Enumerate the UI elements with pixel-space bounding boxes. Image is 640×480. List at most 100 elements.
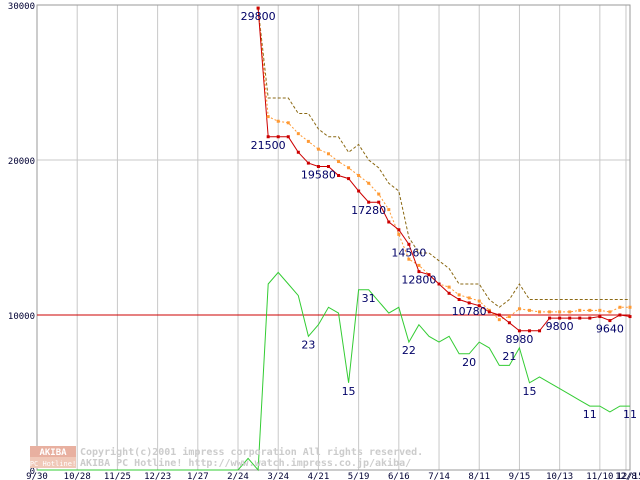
point-price_low (497, 313, 501, 317)
point-price_avg (457, 293, 461, 297)
x-tick-label: 10/13 (546, 472, 573, 480)
data-label: 11 (623, 408, 637, 421)
x-tick-label: 8/11 (468, 472, 490, 480)
point-price_low (618, 313, 622, 317)
data-label: 12800 (401, 274, 436, 287)
point-price_low (256, 6, 260, 10)
point-price_low (337, 174, 341, 177)
point-price_avg (487, 308, 491, 312)
point-price_low (326, 165, 330, 169)
point-price_avg (266, 115, 270, 119)
data-label: 17280 (351, 204, 386, 217)
point-price_low (347, 177, 351, 181)
data-label: 31 (362, 292, 376, 305)
point-price_avg (588, 308, 592, 312)
point-price_avg (608, 310, 612, 314)
site-text: AKIBA PC Hotline! http://www.watch.impre… (80, 457, 411, 469)
point-price_low (357, 189, 361, 193)
data-label: 21500 (251, 139, 286, 152)
point-price_low (457, 298, 461, 301)
point-price_low (417, 270, 421, 274)
point-price_avg (417, 263, 421, 267)
point-price_avg (286, 121, 290, 125)
grid (36, 4, 631, 471)
point-price_low (628, 315, 632, 319)
point-price_avg (507, 315, 511, 319)
y-tick-label: 30000 (8, 2, 35, 12)
logo-bottom-text: PC Hotline! (30, 460, 76, 468)
copyright-text: Copyright(c)2001 impress corporation All… (80, 446, 423, 458)
point-price_avg (326, 152, 330, 156)
point-price_low (306, 161, 310, 165)
point-price_low (538, 329, 542, 333)
logo-top-text: AKIBA (39, 448, 67, 458)
point-price_low (367, 200, 371, 204)
x-tick-label: 12/15 (616, 472, 640, 480)
point-price_avg (527, 308, 531, 312)
point-price_avg (367, 181, 371, 185)
point-price_low (397, 228, 401, 232)
point-price_avg (276, 119, 280, 123)
point-price_low (598, 315, 602, 319)
point-price_low (427, 273, 431, 277)
data-label: 15 (342, 385, 356, 398)
point-price_low (568, 316, 572, 320)
y-tick-label: 20000 (8, 157, 35, 167)
point-price_avg (477, 299, 481, 303)
x-tick-label: 9/15 (509, 472, 531, 480)
point-price_low (276, 135, 280, 139)
data-label: 21 (502, 350, 516, 363)
annotation-layer: 29800 21500 19580 17280 14560 12800 10780 8980 9… (241, 10, 637, 421)
point-price_avg (538, 310, 542, 314)
x-axis: 9/30 10/28 11/25 12/23 1/27 2/24 3/24 4/21 5/19 6… (26, 472, 640, 480)
x-tick-label: 12/23 (144, 472, 171, 480)
logo-box-bottom (30, 457, 76, 468)
series-line-price_avg (257, 8, 630, 321)
point-price_avg (347, 166, 351, 170)
logo-box-top (30, 446, 76, 457)
series-line-price_low (257, 8, 631, 332)
point-price_low (558, 316, 562, 320)
point-price_low (487, 310, 491, 314)
point-price_low (286, 135, 290, 139)
x-tick-label: 9/30 (26, 472, 48, 480)
point-price_avg (628, 305, 632, 309)
point-price_low (477, 304, 481, 308)
series-line-shop_count (37, 271, 630, 472)
point-price_low (548, 316, 552, 320)
point-price_avg (618, 305, 622, 309)
x-tick-label: 7/14 (428, 472, 450, 480)
data-label: 20 (462, 356, 476, 369)
point-price_low (316, 165, 320, 169)
x-tick-label: 3/24 (267, 472, 289, 480)
point-price_avg (598, 308, 602, 312)
x-tick-label: 2/24 (227, 472, 249, 480)
point-price_low (608, 319, 612, 323)
x-tick-label: 5/19 (348, 472, 370, 480)
x-tick-label: 4/21 (308, 472, 330, 480)
point-price_low (437, 282, 441, 286)
point-price_avg (447, 285, 451, 289)
point-price_low (588, 316, 592, 320)
point-price_avg (306, 139, 310, 143)
point-price_avg (568, 310, 572, 314)
data-label: 15 (522, 385, 536, 398)
point-price_avg (407, 257, 411, 261)
point-price_avg (497, 318, 501, 322)
point-price_avg (387, 208, 391, 212)
x-tick-label: 12/8 (615, 472, 637, 480)
data-label: 29800 (241, 10, 276, 23)
data-label: 14560 (391, 246, 426, 259)
point-price_low (517, 329, 521, 333)
point-price_low (377, 200, 381, 204)
point-price_avg (397, 232, 401, 236)
watermark: AKIBA PC Hotline! Copyright(c)2001 impre… (30, 446, 423, 469)
data-label: 22 (402, 344, 416, 357)
point-price_low (407, 242, 411, 246)
point-price_avg (558, 310, 562, 314)
point-price_low (266, 135, 270, 139)
point-price_avg (337, 160, 341, 164)
point-price_low (578, 316, 582, 320)
